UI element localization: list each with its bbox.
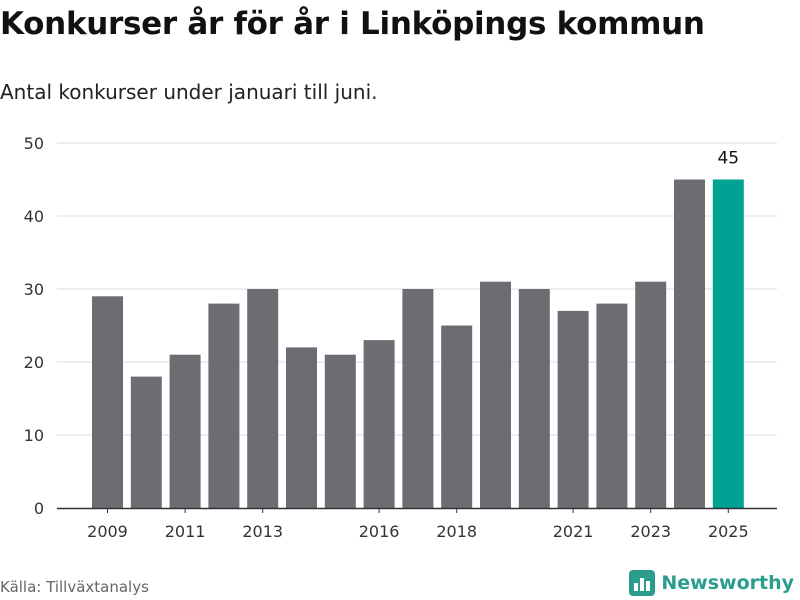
chart-title: Konkurser år för år i Linköpings kommun (0, 6, 705, 42)
data-label: 45 (717, 149, 739, 169)
x-tick-label: 2018 (436, 522, 477, 541)
bar (92, 296, 123, 508)
chart-subtitle: Antal konkurser under januari till juni. (0, 80, 378, 104)
newsworthy-brand[interactable]: Newsworthy (629, 570, 794, 596)
bar-chart: 0 10 20 30 40 50 2009 2011 2013 2016 2018 2021 2023 2… (24, 134, 777, 541)
bar (635, 281, 667, 508)
bar (557, 310, 589, 508)
brand-name: Newsworthy (661, 572, 794, 594)
x-tick-label: 2011 (165, 522, 206, 541)
bar (363, 340, 395, 508)
bar (480, 281, 511, 508)
bar (247, 289, 279, 508)
x-tick-label: 2009 (87, 522, 128, 541)
bar-chart-logo-icon (629, 570, 656, 596)
bar (402, 289, 434, 508)
x-tick-label: 2013 (242, 522, 283, 541)
bar (674, 179, 705, 508)
x-tick-label: 2016 (359, 522, 400, 541)
source-note: Källa: Tillväxtanalys (0, 578, 149, 596)
x-tick-label: 2023 (630, 522, 671, 541)
bar (324, 354, 356, 508)
bar (208, 303, 240, 508)
bar (286, 347, 317, 508)
y-tick-label: 10 (24, 426, 44, 445)
y-tick-label: 30 (24, 280, 44, 299)
bar (518, 289, 550, 508)
bar (596, 303, 628, 508)
x-tick-label: 2021 (553, 522, 594, 541)
bar (441, 325, 473, 508)
y-tick-label: 0 (34, 499, 44, 518)
y-tick-label: 50 (24, 134, 44, 153)
bar (169, 354, 201, 508)
y-tick-label: 20 (24, 353, 44, 372)
bar (712, 179, 744, 508)
x-tick-label: 2025 (708, 522, 749, 541)
bar (130, 376, 162, 508)
y-tick-label: 40 (24, 207, 44, 226)
